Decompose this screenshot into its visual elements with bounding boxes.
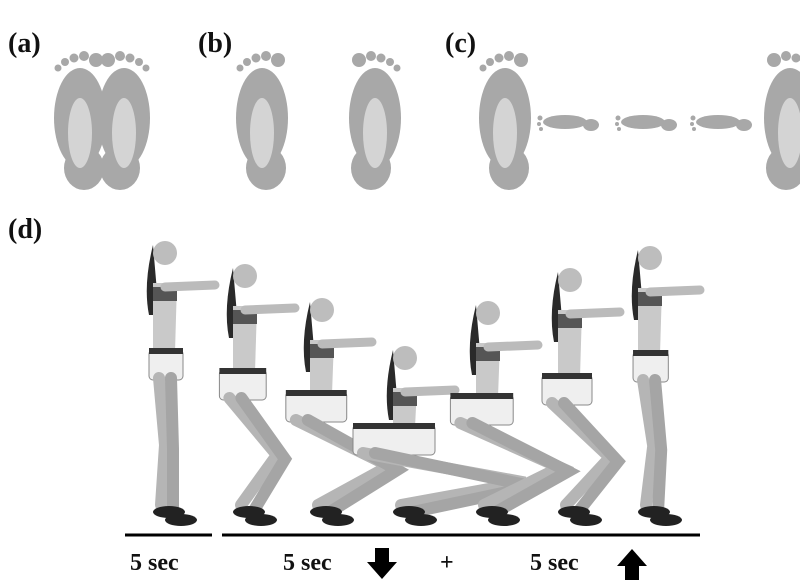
figure-part: [558, 268, 582, 292]
figure-part: [149, 348, 183, 354]
figure-part: [353, 423, 435, 429]
figure-part: [638, 246, 662, 270]
feet-a: [54, 51, 150, 190]
figure-part: [565, 307, 625, 319]
figure-part: [285, 390, 347, 396]
figure-part: [476, 301, 500, 325]
figure-part: [466, 417, 581, 518]
figure-part: [245, 514, 277, 526]
figure-part: [637, 374, 660, 511]
figure-part: [165, 372, 179, 518]
feet-b: [236, 51, 401, 190]
plus: +: [440, 550, 454, 576]
arrow-up: [617, 549, 647, 580]
figure-part: [235, 392, 293, 518]
figure-part: [153, 241, 177, 265]
figure-part: [393, 346, 417, 370]
figure-part: [542, 373, 592, 379]
figure-part: [405, 514, 437, 526]
feet-c: [479, 51, 800, 190]
figure-part: [633, 350, 669, 356]
figure-part: [450, 393, 514, 399]
figure-part: [233, 264, 257, 288]
figure-part: [219, 368, 267, 374]
figure-part: [153, 372, 172, 511]
panel-label: (a): [8, 28, 41, 59]
figure-part: [558, 397, 626, 518]
figure-part: [570, 514, 602, 526]
figure-part: [301, 414, 409, 518]
figure-part: [317, 337, 377, 349]
figure-part: [650, 514, 682, 526]
figure-part: [165, 514, 197, 526]
figure-part: [488, 514, 520, 526]
panel-label: (c): [445, 28, 476, 59]
figure-part: [322, 514, 354, 526]
figure-part: [310, 298, 334, 322]
figure-part: [649, 374, 668, 518]
figure-part: [400, 385, 460, 397]
panel-label: (b): [198, 28, 232, 59]
time-label: 5 sec: [130, 550, 179, 576]
time-label: 5 sec: [283, 550, 332, 576]
arrow-down: [367, 548, 397, 579]
figure-part: [483, 340, 543, 352]
figure-part: [240, 303, 300, 315]
figure-part: [645, 285, 705, 297]
time-label: 5 sec: [530, 550, 579, 576]
squat-sequence: [146, 241, 705, 526]
figure-part: [160, 280, 220, 292]
panel-label: (d): [8, 214, 42, 245]
